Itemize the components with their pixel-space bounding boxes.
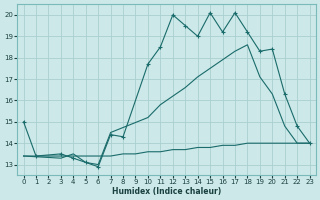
X-axis label: Humidex (Indice chaleur): Humidex (Indice chaleur) — [112, 187, 221, 196]
